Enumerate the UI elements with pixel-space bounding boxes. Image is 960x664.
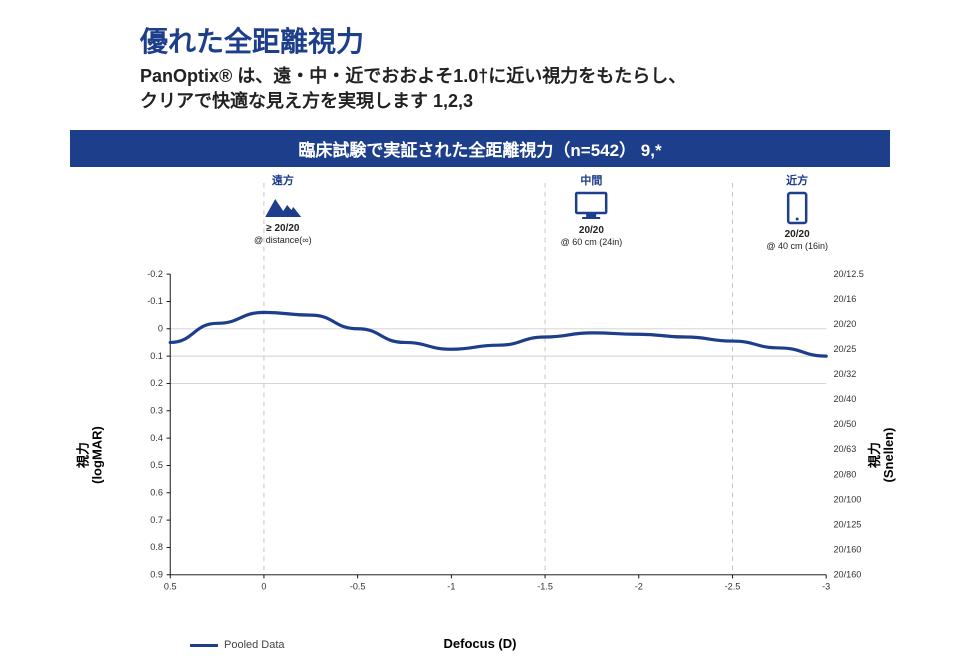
svg-text:20/12.5: 20/12.5 (833, 269, 863, 279)
svg-text:20/16: 20/16 (833, 294, 856, 304)
distance-annotation-near: 近方 20/20@ 40 cm (16in) (766, 175, 828, 252)
svg-text:0.1: 0.1 (150, 351, 163, 361)
near-icon (766, 191, 828, 225)
distance-annotation-far: 遠方 ≥ 20/20@ distance(∞) (254, 175, 312, 246)
svg-text:0.7: 0.7 (150, 515, 163, 525)
chart-container: 遠方 ≥ 20/20@ distance(∞) 中間 20/20@ 60 cm (24… (70, 175, 890, 645)
distance-value: 20/20@ 60 cm (24in) (561, 225, 623, 249)
svg-text:-1.5: -1.5 (537, 582, 553, 592)
svg-text:20/80: 20/80 (833, 470, 856, 480)
defocus-chart: -0.2 -0.1 0 0.1 0.2 0.3 0.4 0.5 0.6 0.7 0.8 0.9 20/1… (70, 265, 890, 645)
svg-text:20/50: 20/50 (833, 420, 856, 430)
svg-text:20/32: 20/32 (833, 369, 856, 379)
svg-text:-1: -1 (447, 582, 455, 592)
svg-text:0.9: 0.9 (150, 570, 163, 580)
svg-text:20/160: 20/160 (833, 545, 861, 555)
svg-text:-3: -3 (822, 582, 830, 592)
svg-text:0.6: 0.6 (150, 488, 163, 498)
distance-value: 20/20@ 40 cm (16in) (766, 229, 828, 253)
legend-swatch (190, 644, 218, 647)
y-axis-right-label: 視力(Snellen) (868, 428, 897, 483)
svg-text:0.5: 0.5 (164, 582, 177, 592)
svg-text:20/100: 20/100 (833, 495, 861, 505)
svg-text:-2: -2 (635, 582, 643, 592)
svg-text:20/63: 20/63 (833, 445, 856, 455)
far-icon (254, 191, 312, 219)
distance-annotation-mid: 中間 20/20@ 60 cm (24in) (561, 175, 623, 248)
distance-value: ≥ 20/20@ distance(∞) (254, 223, 312, 247)
svg-text:0.8: 0.8 (150, 543, 163, 553)
distance-tag: 中間 (561, 175, 623, 188)
svg-text:0.4: 0.4 (150, 433, 163, 443)
subtitle-line2: クリアで快適な見え方を実現します 1,2,3 (140, 91, 473, 111)
banner: 臨床試験で実証された全距離視力（n=542） 9,* (70, 130, 890, 167)
legend-label: Pooled Data (224, 639, 285, 651)
chart-svg: -0.2 -0.1 0 0.1 0.2 0.3 0.4 0.5 0.6 0.7 0.8 0.9 20/1… (70, 265, 890, 611)
page-title: 優れた全距離視力 (140, 20, 920, 60)
svg-text:0: 0 (261, 582, 266, 592)
svg-text:20/25: 20/25 (833, 344, 856, 354)
x-axis-label: Defocus (D) (444, 636, 517, 651)
subtitle-line1: PanOptix® は、遠・中・近でおおよそ1.0†に近い視力をもたらし、 (140, 66, 686, 86)
y-axis-left-label: 視力(logMAR) (77, 426, 106, 484)
distance-annotations-row: 遠方 ≥ 20/20@ distance(∞) 中間 20/20@ 60 cm (24… (70, 175, 890, 265)
svg-text:0.3: 0.3 (150, 406, 163, 416)
legend: Pooled Data (190, 639, 285, 651)
svg-text:-2.5: -2.5 (725, 582, 741, 592)
svg-text:20/125: 20/125 (833, 520, 861, 530)
svg-text:20/20: 20/20 (833, 319, 856, 329)
svg-text:-0.5: -0.5 (350, 582, 366, 592)
mid-icon (561, 191, 623, 221)
distance-tag: 遠方 (254, 175, 312, 188)
svg-text:20/160: 20/160 (833, 570, 861, 580)
svg-text:20/40: 20/40 (833, 394, 856, 404)
subtitle: PanOptix® は、遠・中・近でおおよそ1.0†に近い視力をもたらし、 クリ… (140, 64, 920, 114)
svg-text:0: 0 (158, 324, 163, 334)
svg-text:0.2: 0.2 (150, 379, 163, 389)
svg-text:0.5: 0.5 (150, 461, 163, 471)
svg-text:-0.1: -0.1 (147, 297, 163, 307)
svg-text:-0.2: -0.2 (147, 269, 163, 279)
distance-tag: 近方 (766, 175, 828, 188)
